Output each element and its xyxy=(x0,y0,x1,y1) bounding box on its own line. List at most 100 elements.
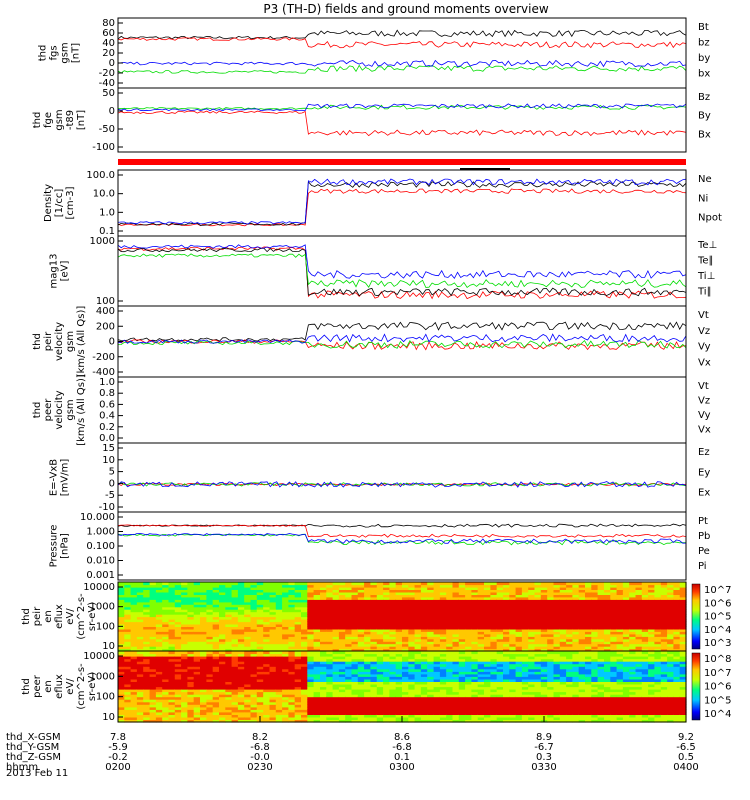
spectrogram-cell xyxy=(345,711,353,715)
spectrogram-cell xyxy=(465,601,472,605)
spectrogram-cell xyxy=(521,638,529,642)
spectrogram-cell xyxy=(288,604,296,608)
spectrogram-cell xyxy=(427,591,435,595)
spectrogram-cell xyxy=(256,641,264,645)
spectrogram-cell xyxy=(515,663,523,667)
spectrogram-cell xyxy=(357,686,365,690)
spectrogram-cell xyxy=(370,641,378,645)
spectrogram-cell xyxy=(250,673,258,677)
spectrogram-cell xyxy=(118,586,125,590)
spectrogram-cell xyxy=(149,656,157,660)
series-line-npot xyxy=(117,178,687,225)
spectrogram-cell xyxy=(269,704,277,708)
spectrogram-cell xyxy=(143,582,151,586)
spectrogram-cell xyxy=(395,653,403,657)
spectrogram-cell xyxy=(364,661,371,665)
spectrogram-cell xyxy=(187,653,195,657)
spectrogram-cell xyxy=(521,681,529,685)
spectrogram-cell xyxy=(130,641,138,645)
spectrogram-cell xyxy=(326,678,334,682)
spectrogram-cell xyxy=(212,658,220,662)
spectrogram-cell xyxy=(559,648,567,652)
spectrogram-cell xyxy=(174,636,182,640)
spectrogram-cell xyxy=(118,706,125,710)
spectrogram-cell xyxy=(395,714,403,718)
spectrogram-cell xyxy=(174,689,182,693)
spectrogram-cell xyxy=(282,591,289,595)
spectrogram-cell xyxy=(320,628,327,632)
spectrogram-cell xyxy=(408,628,416,632)
spectrogram-cell xyxy=(338,641,346,645)
spectrogram-cell xyxy=(673,626,681,630)
spectrogram-cell xyxy=(610,606,618,610)
spectrogram-cell xyxy=(540,656,548,660)
spectrogram-cell xyxy=(439,676,447,680)
spectrogram-cell xyxy=(383,596,390,600)
spectrogram-cell xyxy=(301,586,308,590)
spectrogram-cell xyxy=(357,648,365,652)
spectrogram-cell xyxy=(332,694,340,698)
spectrogram-cell xyxy=(250,599,258,603)
spectrogram-cell xyxy=(395,631,403,635)
y-tick-label: 0.100 xyxy=(86,541,115,552)
spectrogram-cell xyxy=(143,719,151,723)
spectrogram-cell xyxy=(471,686,479,690)
spectrogram-cell xyxy=(572,638,580,642)
spectrogram-cell xyxy=(578,709,586,713)
spectrogram-cell xyxy=(465,651,472,655)
spectrogram-cell xyxy=(187,643,195,647)
spectrogram-cell xyxy=(420,636,428,640)
spectrogram-cell xyxy=(326,676,334,680)
spectrogram-cell xyxy=(282,661,289,665)
spectrogram-cell xyxy=(168,686,176,690)
spectrogram-cell xyxy=(452,594,460,598)
spectrogram-cell xyxy=(282,653,289,657)
spectrogram-cell xyxy=(136,684,144,688)
spectrogram-cell xyxy=(402,648,409,652)
spectrogram-cell xyxy=(200,709,207,713)
spectrogram-cell xyxy=(446,661,454,665)
y-tick-label: -5 xyxy=(105,490,115,501)
spectrogram-cell xyxy=(503,604,510,608)
spectrogram-cell xyxy=(149,704,157,708)
y-axis-label-line: gsm xyxy=(54,109,65,130)
spectrogram-cell xyxy=(370,638,378,642)
spectrogram-cell xyxy=(452,646,460,650)
spectrogram-cell xyxy=(149,658,157,662)
spectrogram-cell xyxy=(572,646,580,650)
spectrogram-cell xyxy=(244,631,252,635)
spectrogram-cell xyxy=(515,586,523,590)
spectrogram-cell xyxy=(395,589,403,593)
spectrogram-cell xyxy=(181,636,188,640)
spectrogram-cell xyxy=(231,653,239,657)
spectrogram-cell xyxy=(389,694,397,698)
spectrogram-cell xyxy=(458,706,466,710)
spectrogram-cell xyxy=(496,716,504,720)
spectrogram-cell xyxy=(288,676,296,680)
spectrogram-cell xyxy=(521,636,529,640)
spectrogram-cell xyxy=(547,719,555,723)
y-axis-label-line: gsm xyxy=(65,331,76,352)
spectrogram-cell xyxy=(294,668,302,672)
spectrogram-cell xyxy=(364,709,371,713)
spectrogram-cell xyxy=(604,653,611,657)
spectrogram-cell xyxy=(174,701,182,705)
spectrogram-cell xyxy=(610,711,618,715)
spectrogram-cell xyxy=(427,709,435,713)
spectrogram-cell xyxy=(269,714,277,718)
spectrogram-cell xyxy=(528,719,536,723)
spectrogram-cell xyxy=(477,648,485,652)
spectrogram-cell xyxy=(414,696,422,700)
spectrogram-cell xyxy=(597,626,605,630)
spectrogram-cell xyxy=(477,656,485,660)
spectrogram-cell xyxy=(364,676,371,680)
spectrogram-cell xyxy=(402,616,409,620)
spectrogram-cell xyxy=(667,621,674,625)
spectrogram-cell xyxy=(604,656,611,660)
spectrogram-cell xyxy=(408,719,416,723)
spectrogram-cell xyxy=(604,582,611,586)
spectrogram-cell xyxy=(471,689,479,693)
spectrogram-cell xyxy=(446,604,454,608)
spectrogram-cell xyxy=(225,719,233,723)
spectrogram-cell xyxy=(155,594,163,598)
